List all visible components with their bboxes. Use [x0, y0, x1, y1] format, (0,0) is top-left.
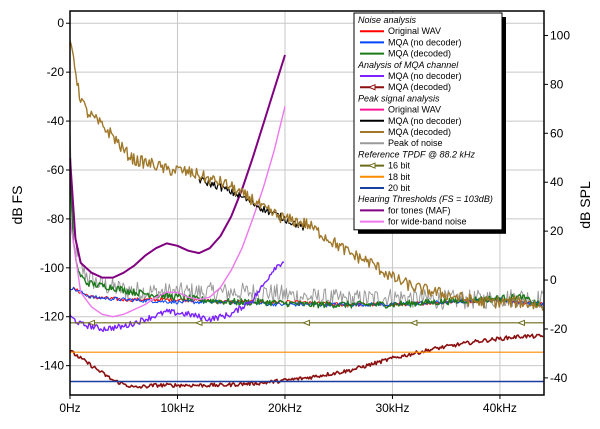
- series-line: [70, 40, 544, 311]
- y2-tick-label: 0: [550, 273, 557, 287]
- y2-tick-label: 80: [550, 77, 564, 91]
- legend-group-heading: Reference TPDF @ 88.2 kHz: [358, 149, 476, 159]
- x-tick-label: 0Hz: [59, 401, 80, 415]
- x-tick-label: 30kHz: [375, 401, 409, 415]
- series-marker: [194, 319, 203, 327]
- y-axis-left: 0 -20 -40 -60 -80 -100 -120 -140: [40, 16, 70, 373]
- y-tick-label: 0: [57, 16, 64, 30]
- y2-tick-label: 40: [550, 175, 564, 189]
- series-line: [70, 54, 286, 279]
- legend-entry-label: Peak of noise: [388, 138, 443, 148]
- legend-entry-label: MQA (no decoder): [388, 116, 462, 126]
- y-tick-label: -80: [47, 212, 65, 226]
- legend-entry-label: MQA (decoded): [388, 127, 451, 137]
- y-tick-label: -60: [47, 163, 65, 177]
- y2-tick-label: -20: [550, 322, 568, 336]
- legend-entry-label: MQA (no decoder): [388, 71, 462, 81]
- legend-entry-label: 20 bit: [388, 183, 411, 193]
- y-tick-label: -140: [40, 359, 64, 373]
- series-marker: [409, 319, 418, 327]
- series-layer: [70, 40, 544, 389]
- series-line: [70, 106, 286, 318]
- series-marker: [517, 319, 525, 327]
- y-axis-title: dB FS: [9, 186, 25, 225]
- legend-entry-label: MQA (decoded): [388, 82, 451, 92]
- y2-tick-label: 20: [550, 224, 564, 238]
- y-tick-label: -40: [47, 114, 65, 128]
- legend-entry-label: Original WAV: [388, 26, 441, 36]
- legend-entry-label: 18 bit: [388, 172, 411, 182]
- x-tick-label: 20kHz: [268, 401, 302, 415]
- y-tick-label: -120: [40, 310, 64, 324]
- legend-marker: [367, 162, 376, 169]
- x-tick-label: 10kHz: [160, 401, 194, 415]
- plot-frame: [69, 10, 545, 396]
- y-tick-label: -20: [47, 65, 65, 79]
- series-marker: [87, 319, 95, 327]
- legend-entry-label: for tones (MAF): [388, 205, 451, 215]
- y-axis-right: 100 80 60 40 20 0 -20 -40: [544, 28, 570, 385]
- x-axis: 0Hz 10kHz 20kHz 30kHz 40kHz: [59, 395, 517, 415]
- legend-group-heading: Analysis of MQA channel: [357, 60, 459, 70]
- legend-entry-label: MQA (decoded): [388, 49, 451, 59]
- series-line: [70, 333, 544, 389]
- legend-marker: [367, 83, 376, 91]
- legend-entry-label: MQA (no decoder): [388, 37, 462, 47]
- y-tick-label: -100: [40, 261, 64, 275]
- y2-tick-label: 100: [550, 28, 570, 42]
- legend-group-heading: Noise analysis: [358, 15, 417, 25]
- legend-entry-label: for wide-band noise: [388, 217, 467, 227]
- series-line: [70, 171, 544, 309]
- series-line: [70, 287, 544, 307]
- legend-group-heading: Hearing Thresholds (FS = 103dB): [358, 194, 493, 204]
- y2-axis-title: dB SPL: [577, 181, 593, 229]
- legend-group-heading: Peak signal analysis: [358, 93, 440, 103]
- series-line: [70, 261, 285, 333]
- legend-entry-label: 16 bit: [388, 161, 411, 171]
- legend-entry-label: Original WAV: [388, 105, 441, 115]
- y2-tick-label: -40: [550, 371, 568, 385]
- y2-tick-label: 60: [550, 126, 564, 140]
- x-tick-label: 40kHz: [483, 401, 517, 415]
- series-marker: [302, 319, 310, 327]
